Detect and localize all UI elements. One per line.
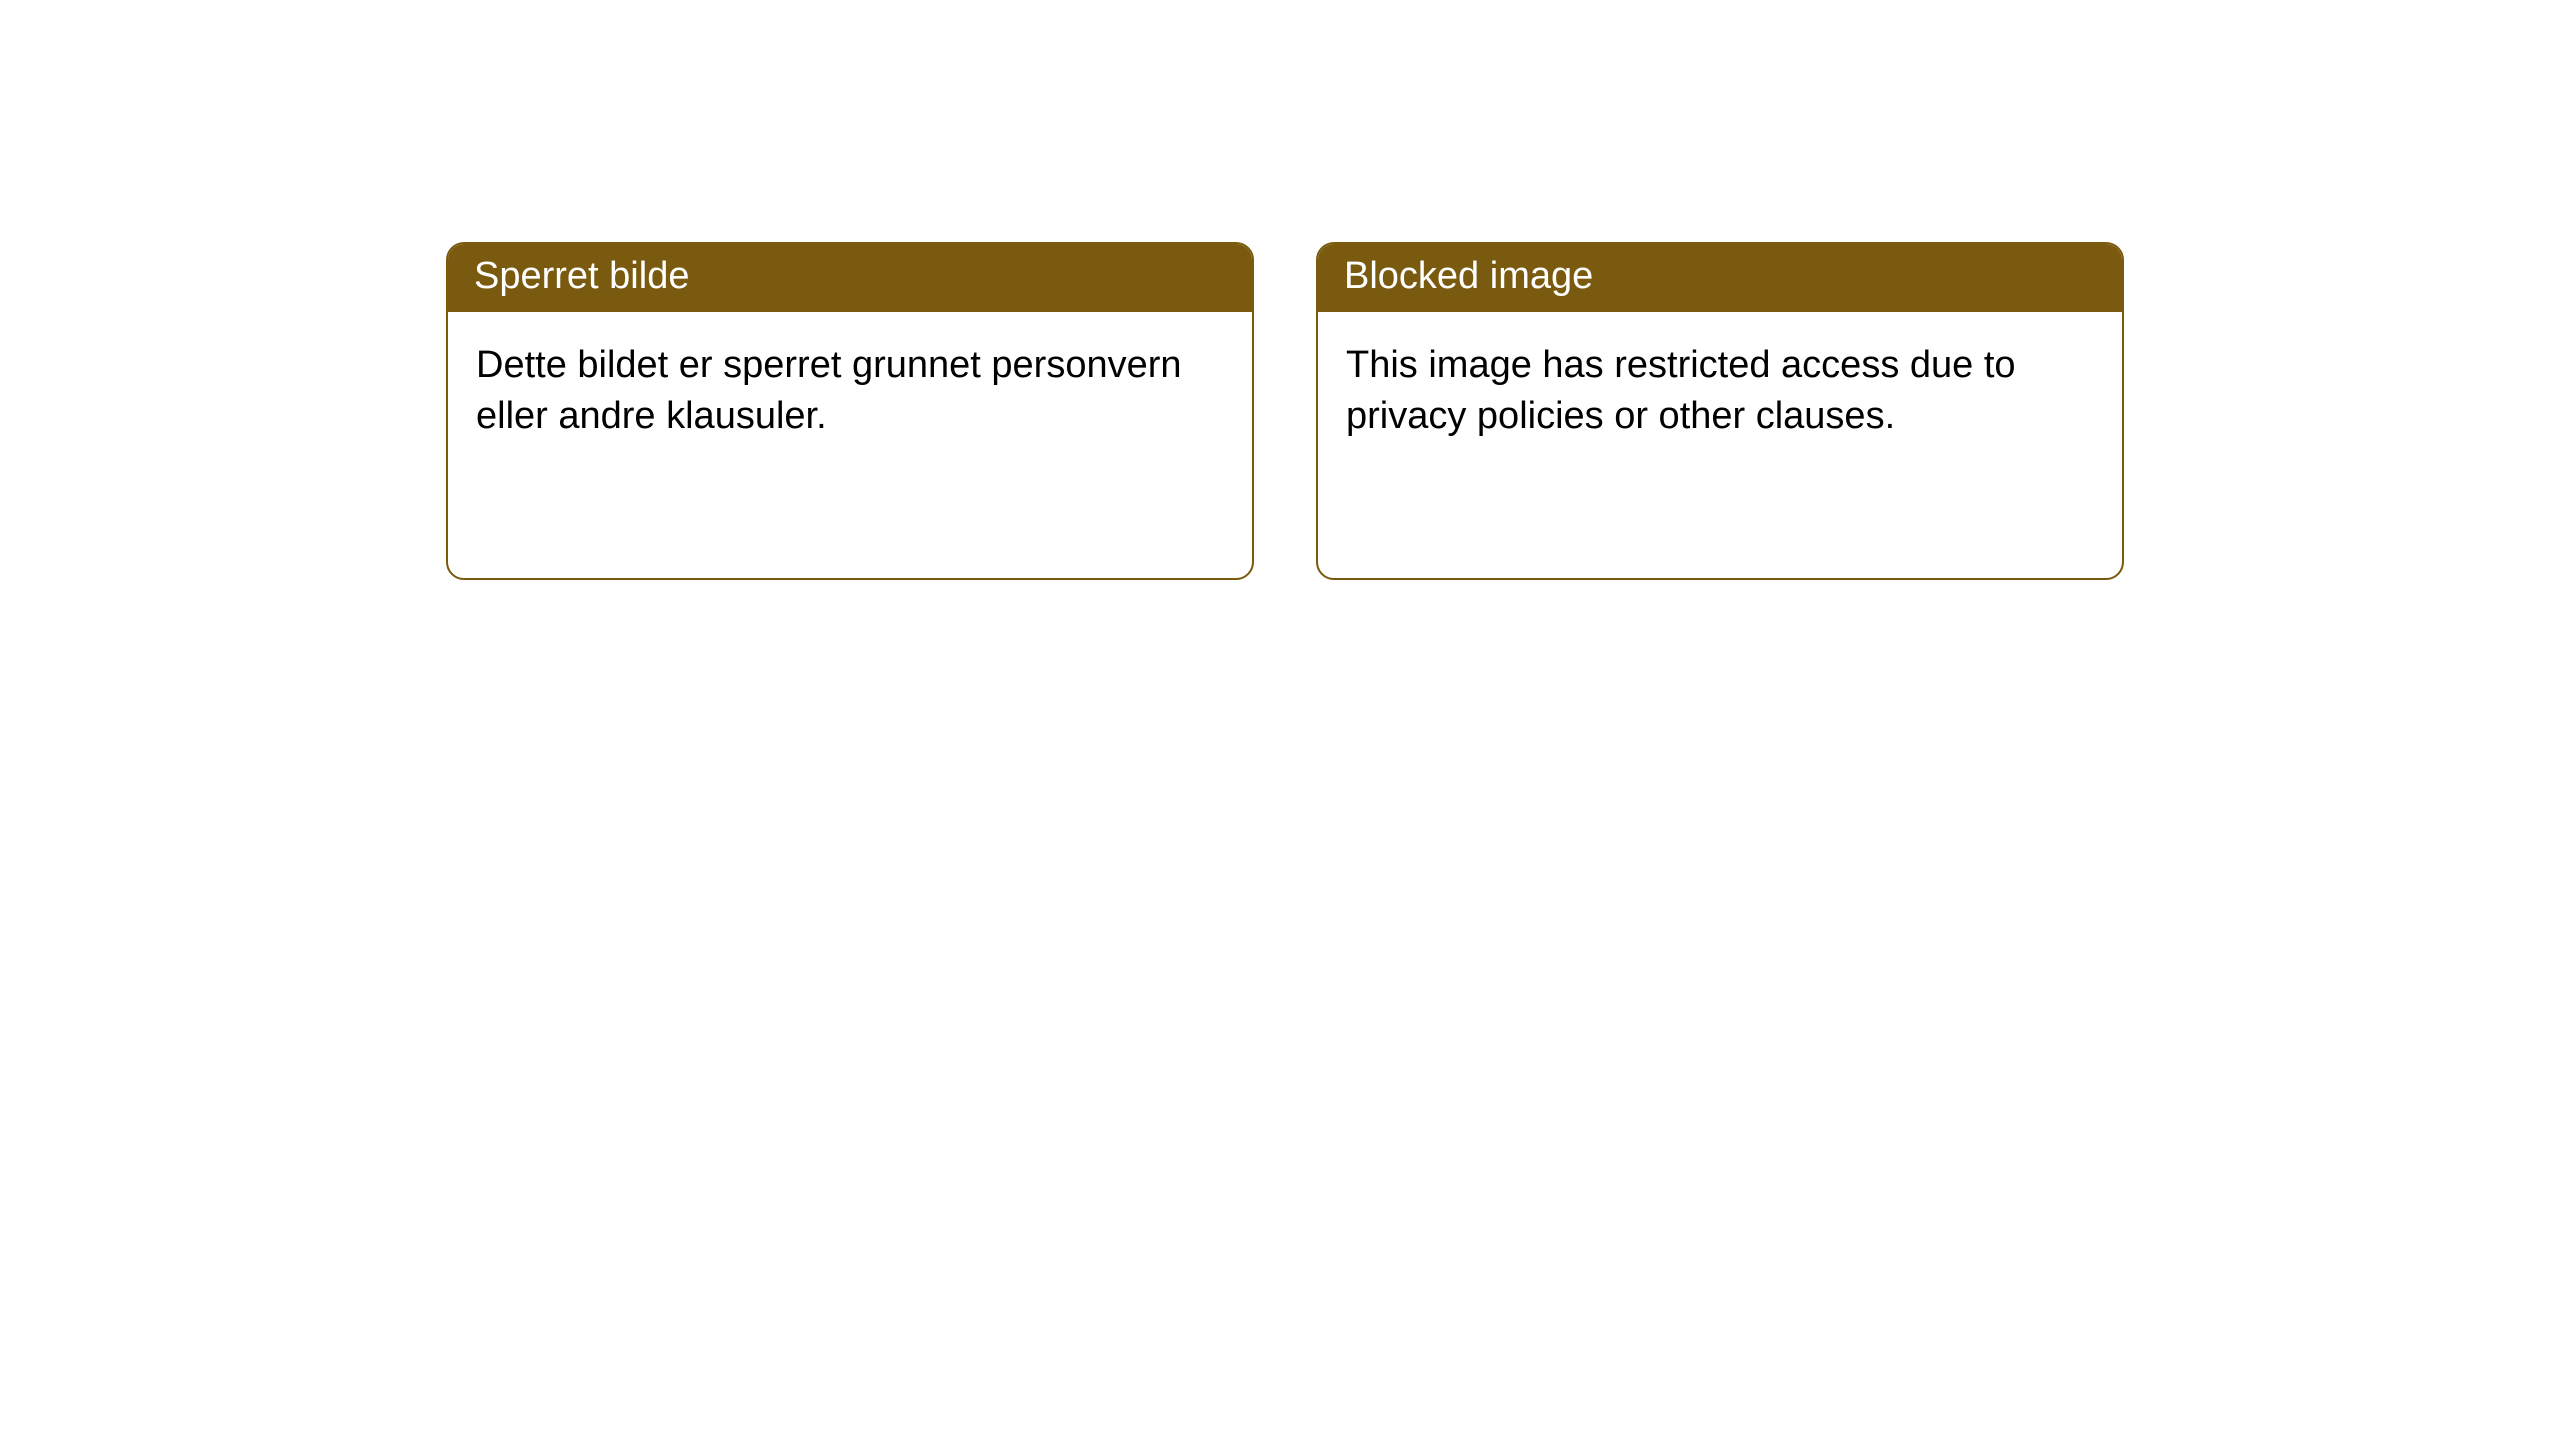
blocked-image-card-english: Blocked image This image has restricted …: [1316, 242, 2124, 580]
card-body-text: Dette bildet er sperret grunnet personve…: [476, 340, 1224, 443]
card-body-norwegian: Dette bildet er sperret grunnet personve…: [448, 312, 1252, 471]
card-body-english: This image has restricted access due to …: [1318, 312, 2122, 471]
card-header-norwegian: Sperret bilde: [448, 244, 1252, 312]
page-wrapper: Sperret bilde Dette bildet er sperret gr…: [0, 0, 2560, 1440]
card-header-title: Blocked image: [1344, 255, 1593, 297]
blocked-image-card-norwegian: Sperret bilde Dette bildet er sperret gr…: [446, 242, 1254, 580]
card-header-title: Sperret bilde: [474, 255, 689, 297]
card-header-english: Blocked image: [1318, 244, 2122, 312]
cards-container: Sperret bilde Dette bildet er sperret gr…: [446, 242, 2124, 580]
card-body-text: This image has restricted access due to …: [1346, 340, 2094, 443]
